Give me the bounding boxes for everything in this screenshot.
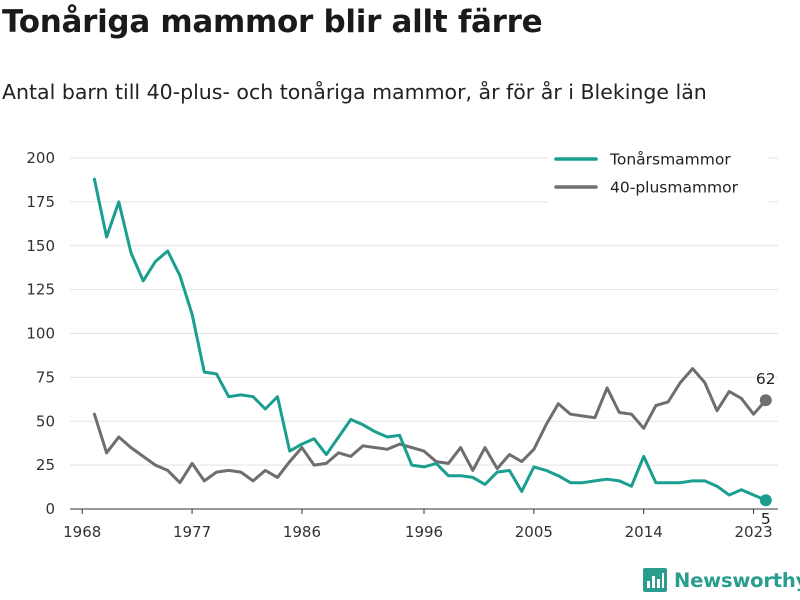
series-end-point — [759, 494, 772, 507]
y-tick-label: 200 — [26, 149, 55, 167]
y-tick-label: 125 — [26, 281, 55, 299]
y-tick-label: 100 — [26, 325, 55, 343]
newsworthy-logo: Newsworthy — [643, 568, 800, 592]
legend-label: 40-plusmammor — [610, 179, 739, 197]
x-tick-label: 2023 — [734, 523, 772, 541]
x-tick-label: 1996 — [405, 523, 443, 541]
legend-background — [548, 145, 768, 207]
chart-title: Tonåriga mammor blir allt färre — [2, 4, 543, 40]
legend-label: Tonårsmammor — [609, 151, 731, 169]
series-end-point — [759, 394, 772, 407]
series-line-tonarsmammor — [92, 177, 768, 502]
x-tick-label: 1986 — [283, 523, 321, 541]
chart-subtitle: Antal barn till 40-plus- och tonåriga ma… — [2, 80, 707, 104]
y-tick-label: 150 — [26, 237, 55, 255]
y-tick-label: 25 — [36, 456, 55, 474]
y-tick-label: 75 — [36, 368, 55, 386]
x-tick-label: 2014 — [625, 523, 663, 541]
y-tick-label: 50 — [36, 412, 55, 430]
y-tick-label: 175 — [26, 193, 55, 211]
series-end-label: 62 — [756, 370, 776, 388]
y-tick-label: 0 — [45, 500, 55, 518]
brand-name: Newsworthy — [674, 568, 800, 592]
x-tick-label: 1968 — [63, 523, 101, 541]
bar-chart-icon — [643, 568, 667, 592]
series-end-label: 5 — [761, 510, 771, 528]
series-line-fortyplusmammor — [92, 367, 768, 485]
x-tick-label: 2005 — [515, 523, 553, 541]
x-tick-label: 1977 — [173, 523, 211, 541]
